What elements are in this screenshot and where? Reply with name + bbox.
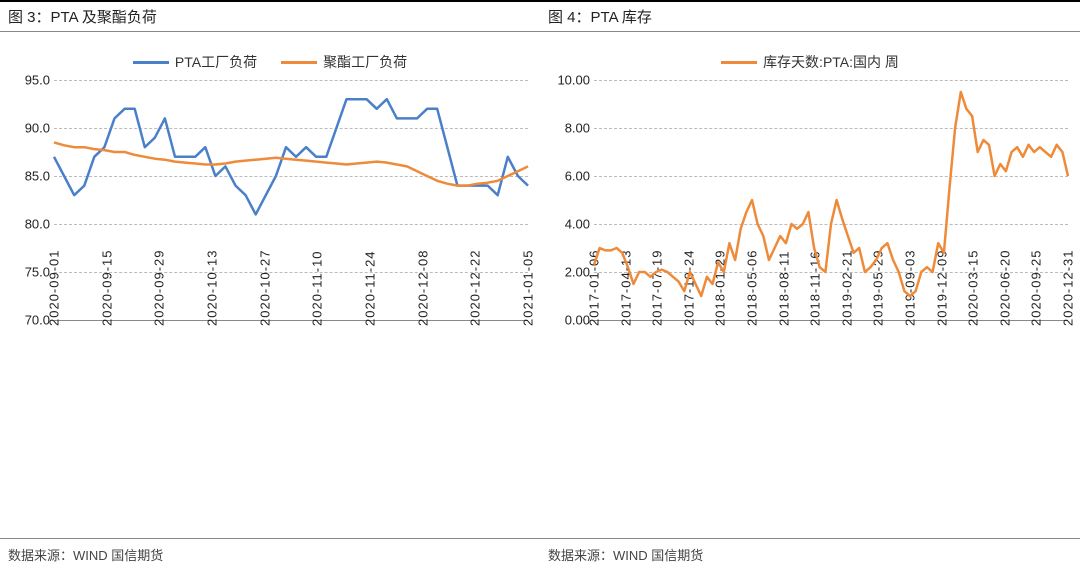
charts-container: 图 3：PTA 及聚酯负荷 PTA工厂负荷 聚酯工厂负荷 70.075.080.… [0,0,1080,572]
legend-item-pta: PTA工厂负荷 [133,52,257,72]
lines-svg [594,80,1068,320]
y-tick-label: 95.0 [25,73,50,88]
chart-title-left: 图 3：PTA 及聚酯负荷 [0,0,540,32]
y-tick-label: 8.00 [565,121,590,136]
y-tick-label: 80.0 [25,217,50,232]
source-right: 数据来源：WIND 国信期货 [540,538,1080,572]
legend-swatch-inv [721,61,757,64]
right-panel: 图 4：PTA 库存 库存天数:PTA:国内 周 0.002.004.006.0… [540,0,1080,572]
legend-item-poly: 聚酯工厂负荷 [281,52,407,72]
chart-area-left: PTA工厂负荷 聚酯工厂负荷 70.075.080.085.090.095.02… [0,32,540,538]
y-tick-label: 85.0 [25,169,50,184]
y-tick-label: 4.00 [565,217,590,232]
legend-swatch-poly [281,61,317,64]
series-line [54,99,528,214]
legend-left: PTA工厂负荷 聚酯工厂负荷 [10,52,530,72]
legend-label-inv: 库存天数:PTA:国内 周 [763,52,899,72]
legend-label-poly: 聚酯工厂负荷 [323,52,407,72]
lines-svg [54,80,528,320]
source-left: 数据来源：WIND 国信期货 [0,538,540,572]
legend-right: 库存天数:PTA:国内 周 [550,52,1070,72]
plot-right: 0.002.004.006.008.0010.002017-01-062017-… [550,80,1070,450]
y-tick-label: 6.00 [565,169,590,184]
legend-item-inv: 库存天数:PTA:国内 周 [721,52,899,72]
y-tick-label: 90.0 [25,121,50,136]
legend-swatch-pta [133,61,169,64]
legend-label-pta: PTA工厂负荷 [175,52,257,72]
chart-area-right: 库存天数:PTA:国内 周 0.002.004.006.008.0010.002… [540,32,1080,538]
plot-left: 70.075.080.085.090.095.02020-09-012020-0… [10,80,530,450]
left-panel: 图 3：PTA 及聚酯负荷 PTA工厂负荷 聚酯工厂负荷 70.075.080.… [0,0,540,572]
y-tick-label: 10.00 [557,73,590,88]
series-line [594,92,1068,296]
chart-title-right: 图 4：PTA 库存 [540,0,1080,32]
